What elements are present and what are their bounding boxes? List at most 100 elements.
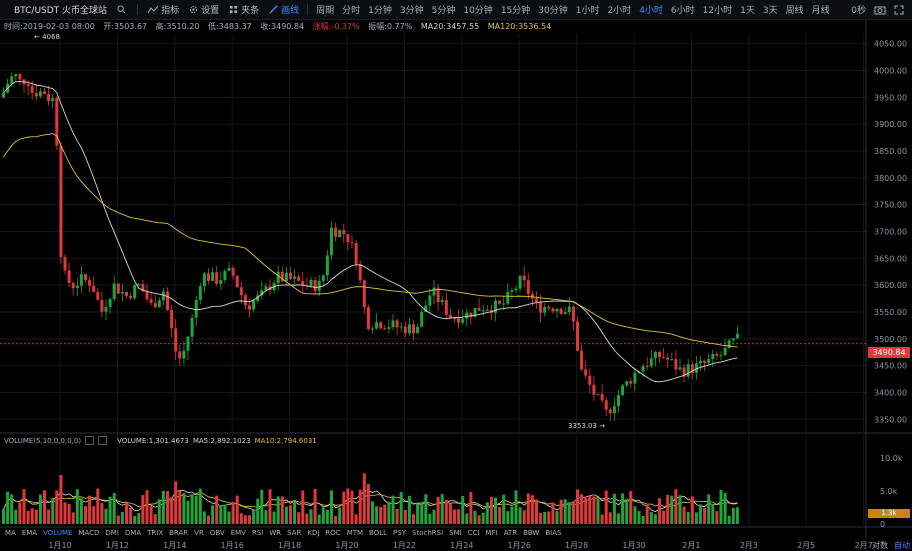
volume-bar [584, 497, 588, 524]
interval-10[interactable]: 6小时 [670, 6, 695, 16]
volume-bar [51, 497, 55, 524]
camera-icon[interactable] [874, 5, 886, 15]
draw-label: 画线 [281, 6, 300, 16]
candle-body [166, 291, 169, 310]
indicator-button[interactable]: 指标 [148, 3, 179, 16]
indicator-tab-8[interactable]: VR [194, 529, 204, 537]
fullscreen-icon[interactable] [894, 5, 904, 15]
candle-body [22, 79, 26, 85]
volume-bar [71, 512, 75, 524]
interval-15[interactable]: 月线 [811, 6, 830, 16]
indicator-tab-6[interactable]: TRIX [147, 529, 164, 537]
volume-bar [47, 509, 51, 524]
replay-button[interactable]: 夹条 [229, 3, 259, 16]
interval-11[interactable]: 12小时 [702, 6, 733, 16]
volume-bar [157, 499, 161, 524]
volume-bar [330, 490, 333, 524]
volume-bar [325, 510, 329, 524]
interval-8[interactable]: 2小时 [607, 6, 632, 16]
candle-body [92, 285, 96, 293]
interval-6[interactable]: 30分钟 [538, 6, 568, 16]
volume-bar [202, 511, 206, 524]
interval-7[interactable]: 1小时 [575, 6, 600, 16]
candle-body [375, 322, 379, 329]
volume-ma10: MA10:2,794.6031 [254, 436, 317, 445]
indicator-tab-3[interactable]: MACD [78, 529, 100, 537]
indicator-tab-16[interactable]: MTM [346, 529, 364, 537]
volume-bar [571, 501, 575, 524]
interval-13[interactable]: 3天 [762, 6, 778, 16]
indicator-tab-13[interactable]: SAR [287, 529, 302, 537]
indicator-tab-1[interactable]: EMA [21, 529, 38, 537]
volume-bar [399, 492, 403, 524]
candle-body [707, 359, 711, 364]
interval-12[interactable]: 1天 [740, 6, 755, 16]
candle-body [633, 372, 637, 384]
indicator-tab-7[interactable]: BRAR [169, 529, 189, 537]
ma120-line [3, 133, 738, 348]
settings-button[interactable]: 设置 [189, 3, 219, 16]
volume-bar [92, 506, 96, 524]
interval-4[interactable]: 10分钟 [463, 6, 493, 16]
candle-body [120, 291, 124, 294]
indicator-tab-14[interactable]: KDJ [307, 529, 320, 537]
interval-9[interactable]: 4小时 [639, 6, 663, 16]
indicator-tab-23[interactable]: ATR [503, 529, 518, 537]
interval-3[interactable]: 5分钟 [431, 6, 456, 16]
indicator-tab-15[interactable]: ROC [325, 529, 341, 537]
candle-body [735, 333, 739, 339]
indicator-tab-18[interactable]: PSY [393, 529, 406, 537]
log-scale-toggle[interactable]: 对数 [872, 541, 888, 550]
interval-5[interactable]: 15分钟 [500, 6, 531, 16]
volume-bar [317, 514, 321, 524]
interval-1[interactable]: 1分钟 [368, 6, 392, 16]
symbol-title[interactable]: BTC/USDT 火币全球站 [14, 6, 108, 16]
volume-bar [354, 514, 358, 524]
indicator-tab-21[interactable]: CCI [467, 529, 480, 537]
search-button[interactable] [117, 5, 129, 14]
candle-body [309, 279, 313, 286]
volume-bar [633, 506, 637, 524]
indicator-tab-4[interactable]: DMI [105, 529, 119, 537]
indicator-tab-10[interactable]: EMV [230, 529, 246, 537]
auto-scale-toggle[interactable]: 自动 [894, 541, 910, 550]
volume-bar [280, 496, 284, 524]
candle-body [18, 74, 22, 80]
indicator-tab-12[interactable]: WR [269, 529, 282, 537]
interval-2[interactable]: 3分钟 [399, 6, 424, 16]
candle-body [63, 257, 67, 271]
volume-bar [707, 494, 711, 524]
indicator-tab-24[interactable]: BBW [523, 529, 540, 537]
interval-0[interactable]: 分时 [342, 6, 361, 16]
volume-close-icon[interactable] [98, 436, 108, 445]
indicator-tab-11[interactable]: RSI [251, 529, 264, 537]
volume-bar [535, 499, 538, 524]
volume-bar [391, 495, 395, 524]
top-toolbar: BTC/USDT 火币全球站 指标 设置 夹条 画线 周期 分时 1分钟 3分钟 5分… [0, 0, 912, 20]
indicator-tab-2[interactable]: VOLUME [43, 529, 73, 537]
volume-bar [428, 513, 432, 524]
indicator-tab-25[interactable]: BIAS [545, 529, 562, 537]
volume-bar [703, 507, 707, 524]
volume-bar [518, 507, 522, 524]
indicator-tab-9[interactable]: OBV [209, 529, 225, 537]
indicator-tab-20[interactable]: SMI [449, 529, 462, 537]
volume-bar [658, 498, 661, 524]
volume-bar [678, 495, 682, 524]
volume-bar [14, 509, 18, 524]
volume-bar [366, 483, 370, 524]
indicator-tab-17[interactable]: BOLL [369, 529, 388, 537]
candle-body [653, 351, 657, 359]
candle-body [346, 234, 350, 242]
indicator-tab-0[interactable]: MA [5, 529, 16, 537]
volume-params[interactable]: VOLUME(5,10,0,0,0,0) [4, 436, 82, 445]
volume-settings-icon[interactable] [85, 436, 95, 445]
interval-14[interactable]: 周线 [785, 6, 804, 16]
draw-button[interactable]: 画线 [269, 3, 299, 16]
indicator-tab-19[interactable]: StochRSI [412, 529, 444, 537]
indicator-tab-5[interactable]: DMA [124, 529, 142, 537]
volume-bar [252, 509, 256, 524]
info-open: 开:3503.67 [103, 22, 148, 31]
indicator-tab-22[interactable]: MFI [485, 529, 498, 537]
